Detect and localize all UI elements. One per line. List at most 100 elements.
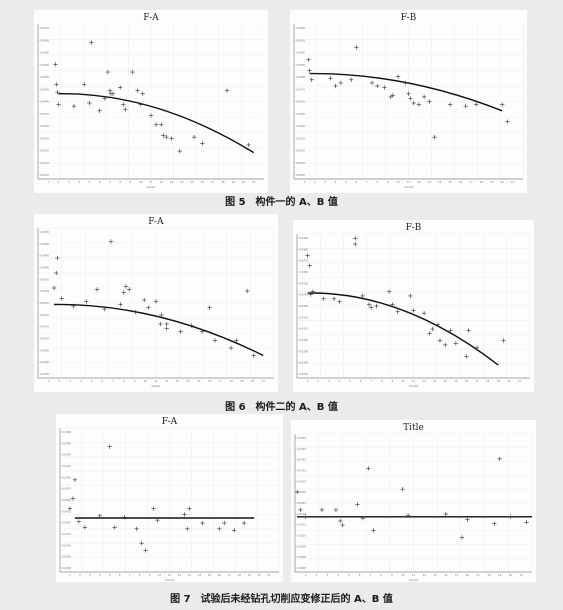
x-tick-label: 13 (170, 180, 174, 184)
x-tick-label: 20 (257, 573, 261, 577)
data-point (328, 76, 333, 81)
y-tick-label: 0.0535 (297, 479, 306, 483)
data-point (159, 312, 164, 318)
data-point (366, 302, 372, 307)
x-tick-label: 6 (119, 573, 121, 577)
data-point (67, 506, 73, 511)
y-tick-label: 0.0465 (40, 38, 49, 42)
x-tick-label: 6 (99, 180, 101, 184)
y-tick-label: 0.0410 (62, 543, 71, 547)
x-tick-label: 9 (391, 379, 393, 383)
chart-title: F-B (406, 223, 422, 233)
data-point (72, 477, 78, 483)
data-point (464, 354, 469, 359)
x-tick-label: 1 (307, 379, 309, 383)
data-point (161, 133, 166, 138)
y-tick-label: 0.0520 (297, 512, 306, 516)
data-point (508, 514, 513, 519)
data-point (82, 525, 88, 530)
data-point (71, 303, 76, 309)
x-tick-label: 19 (247, 573, 251, 577)
data-point (182, 512, 187, 517)
data-point (97, 108, 102, 113)
y-tick-label: 0.0415 (40, 325, 49, 329)
chart-panel-fig7-right: Title 0.0555 0.0550 0.0545 0.0540 0.0535 0.053… (291, 420, 536, 582)
y-tick-label: 0.0590 (296, 51, 305, 55)
data-point (368, 305, 374, 310)
x-tick-label: 6 (360, 379, 362, 383)
data-point (122, 515, 127, 520)
y-tick-label: 0.0555 (297, 436, 306, 440)
data-point (89, 40, 94, 45)
y-tick-label: 0.0400 (40, 360, 49, 364)
data-point (338, 518, 343, 524)
data-point (123, 107, 128, 112)
y-tick-label: 0.0430 (40, 289, 49, 293)
x-tick-label: 5 (349, 379, 351, 383)
x-tick-label: 10 (139, 180, 143, 184)
data-point (360, 515, 366, 521)
y-tick-label: 0.0425 (40, 136, 49, 140)
x-tick-label: 16 (466, 573, 470, 577)
data-point (390, 302, 395, 307)
y-tick-label: 0.0585 (296, 63, 305, 67)
data-point (82, 82, 87, 87)
x-tick-label: 13 (433, 573, 437, 577)
data-point (84, 299, 89, 304)
y-tick-label: 0.0470 (299, 259, 308, 263)
x-tick-label: 17 (228, 573, 232, 577)
data-point (447, 102, 453, 107)
data-point (107, 444, 112, 449)
x-axis-label: Count (152, 384, 162, 388)
x-tick-label: 9 (391, 573, 393, 577)
x-tick-label: 14 (187, 379, 191, 383)
y-tick-label: 0.0460 (40, 51, 49, 55)
x-tick-label: 1 (48, 379, 50, 383)
data-point (448, 328, 453, 333)
x-tick-label: 18 (221, 180, 225, 184)
x-tick-label: 11 (407, 180, 411, 184)
data-point (177, 148, 182, 154)
data-point (333, 507, 339, 513)
fit-line (309, 72, 503, 112)
data-point (354, 45, 359, 50)
x-tick-label: 19 (498, 573, 502, 577)
y-tick-label: 0.0450 (62, 453, 71, 457)
data-point (307, 263, 312, 268)
data-point (459, 535, 465, 540)
y-tick-label: 0.0525 (297, 501, 306, 505)
x-tick-label: 1 (47, 180, 49, 184)
data-point (246, 142, 251, 148)
chart-title: F-A (162, 417, 178, 427)
x-tick-label: 18 (486, 379, 490, 383)
x-tick-label: 3 (328, 379, 330, 383)
x-tick-label: 18 (229, 379, 233, 383)
x-tick-label: 12 (165, 379, 169, 383)
chart-title: F-A (148, 217, 164, 227)
x-tick-label: 16 (218, 573, 222, 577)
x-tick-label: 3 (324, 180, 326, 184)
data-point (251, 353, 256, 358)
x-tick-label: 2 (58, 180, 60, 184)
x-tick-label: 17 (469, 180, 473, 184)
x-tick-label: 21 (520, 573, 524, 577)
chart-fig7-left: F-A 0.0460 0.0455 0.0450 0.0445 0.0440 0.0435 0… (59, 417, 280, 582)
y-tick-label: 0.0595 (296, 38, 305, 42)
data-point (146, 305, 151, 310)
fit-line (307, 292, 499, 366)
x-tick-label: 19 (240, 379, 244, 383)
data-point (408, 96, 413, 101)
data-point (308, 292, 313, 297)
data-point (501, 338, 506, 343)
data-point (222, 520, 227, 526)
x-tick-label: 11 (412, 573, 416, 577)
y-tick-label: 0.0400 (299, 338, 308, 342)
y-tick-label: 0.0405 (40, 348, 49, 352)
x-tick-label: 12 (417, 180, 421, 184)
x-axis-label: Count (404, 185, 414, 189)
data-point (189, 323, 194, 328)
x-axis-label: Count (165, 578, 175, 582)
x-axis-label: Count (147, 185, 157, 189)
x-tick-label: 14 (198, 573, 202, 577)
x-tick-label: 13 (433, 379, 437, 383)
